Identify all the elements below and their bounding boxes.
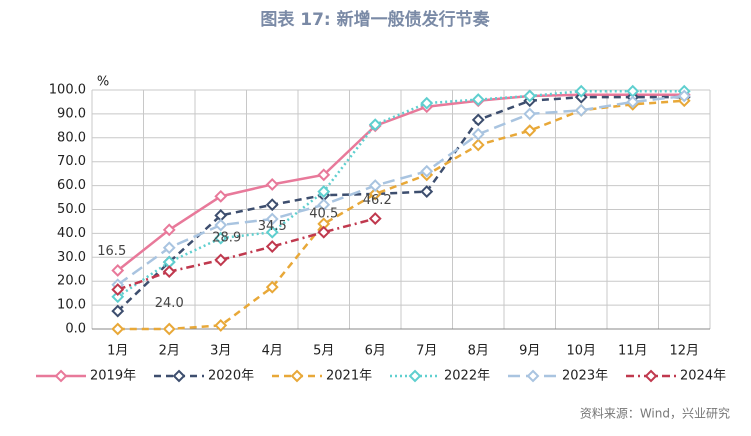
marker (523, 124, 537, 138)
legend-label: 2024年 (680, 369, 726, 384)
marker (265, 177, 279, 191)
x-tick-label: 5月 (313, 344, 334, 359)
marker (214, 189, 228, 203)
x-tick-label: 9月 (519, 344, 540, 359)
y-tick-label: 60.0 (57, 178, 86, 193)
marker (420, 164, 434, 178)
marker (408, 369, 422, 383)
marker (162, 241, 176, 255)
legend-item: 2023年 (508, 369, 608, 384)
marker (317, 168, 331, 182)
data-label: 46.2 (363, 193, 392, 208)
marker (265, 280, 279, 294)
series-line (117, 94, 685, 286)
marker (471, 138, 485, 152)
y-tick-label: 90.0 (57, 106, 86, 121)
marker (214, 253, 228, 267)
legend-label: 2023年 (562, 369, 608, 384)
y-tick-label: 40.0 (57, 226, 86, 241)
legend-label: 2022年 (444, 369, 490, 384)
marker (111, 322, 125, 336)
marker (111, 264, 125, 277)
legend-item: 2022年 (390, 369, 490, 384)
data-label: 28.9 (212, 230, 241, 245)
legend-label: 2020年 (208, 369, 254, 384)
x-tick-label: 12月 (669, 344, 699, 359)
marker (265, 225, 279, 239)
marker (368, 179, 382, 193)
marker (368, 118, 382, 132)
x-tick-label: 11月 (618, 344, 648, 359)
x-tick-label: 2月 (159, 344, 180, 359)
marker (317, 198, 331, 212)
marker (162, 322, 176, 336)
marker (265, 240, 279, 253)
marker (162, 223, 176, 237)
marker (214, 231, 228, 245)
marker (111, 283, 125, 296)
x-tick-label: 6月 (365, 344, 386, 359)
marker (644, 369, 658, 383)
x-tick-label: 3月 (210, 344, 231, 359)
source: 资料来源：Wind，兴业研究 (580, 406, 730, 421)
marker (265, 198, 279, 212)
legend-label: 2019年 (90, 369, 136, 384)
y-tick-label: 10.0 (57, 298, 86, 313)
marker (523, 107, 537, 121)
data-label: 40.5 (309, 207, 338, 222)
x-tick-label: 7月 (416, 344, 437, 359)
chart-title: 图表 17: 新增一般债发行节奏 (260, 9, 490, 30)
marker (420, 96, 434, 110)
marker (626, 95, 640, 109)
series-line (116, 95, 685, 312)
marker (54, 369, 68, 383)
y-tick-label: 30.0 (57, 250, 86, 265)
series-line (116, 93, 685, 272)
marker (111, 290, 125, 304)
series-line (117, 217, 376, 291)
y-tick-label: 0.0 (65, 322, 86, 337)
y-unit: % (97, 75, 109, 90)
legend-item: 2021年 (272, 369, 372, 384)
marker (317, 185, 331, 198)
y-tick-label: 80.0 (57, 130, 86, 145)
marker (172, 369, 186, 383)
y-tick-label: 20.0 (57, 274, 86, 289)
marker (317, 225, 331, 239)
marker (265, 212, 279, 226)
legend-label: 2021年 (326, 369, 372, 384)
marker (214, 319, 228, 332)
marker (574, 103, 588, 117)
marker (574, 84, 588, 98)
marker (111, 304, 125, 318)
data-label: 24.0 (155, 296, 184, 311)
marker (368, 187, 382, 201)
marker (290, 369, 304, 383)
marker (368, 212, 382, 225)
marker (162, 265, 176, 279)
x-tick-label: 4月 (262, 344, 283, 359)
marker (214, 218, 228, 232)
marker (471, 127, 485, 141)
y-tick-label: 50.0 (57, 202, 86, 217)
x-tick-label: 1月 (107, 344, 128, 359)
data-label: 16.5 (97, 244, 126, 259)
marker (420, 185, 434, 198)
legend-item: 2019年 (36, 369, 136, 384)
y-tick-label: 70.0 (57, 154, 86, 169)
marker (677, 89, 691, 103)
legend-item: 2020年 (154, 369, 254, 384)
data-label: 34.5 (258, 219, 287, 234)
series-line (117, 89, 685, 298)
marker (526, 369, 540, 383)
x-tick-label: 8月 (468, 344, 489, 359)
x-tick-label: 10月 (566, 344, 596, 359)
legend-item: 2024年 (626, 369, 726, 384)
y-tick-label: 100.0 (49, 83, 86, 98)
marker (471, 93, 485, 106)
marker (471, 113, 485, 127)
marker (523, 89, 537, 103)
